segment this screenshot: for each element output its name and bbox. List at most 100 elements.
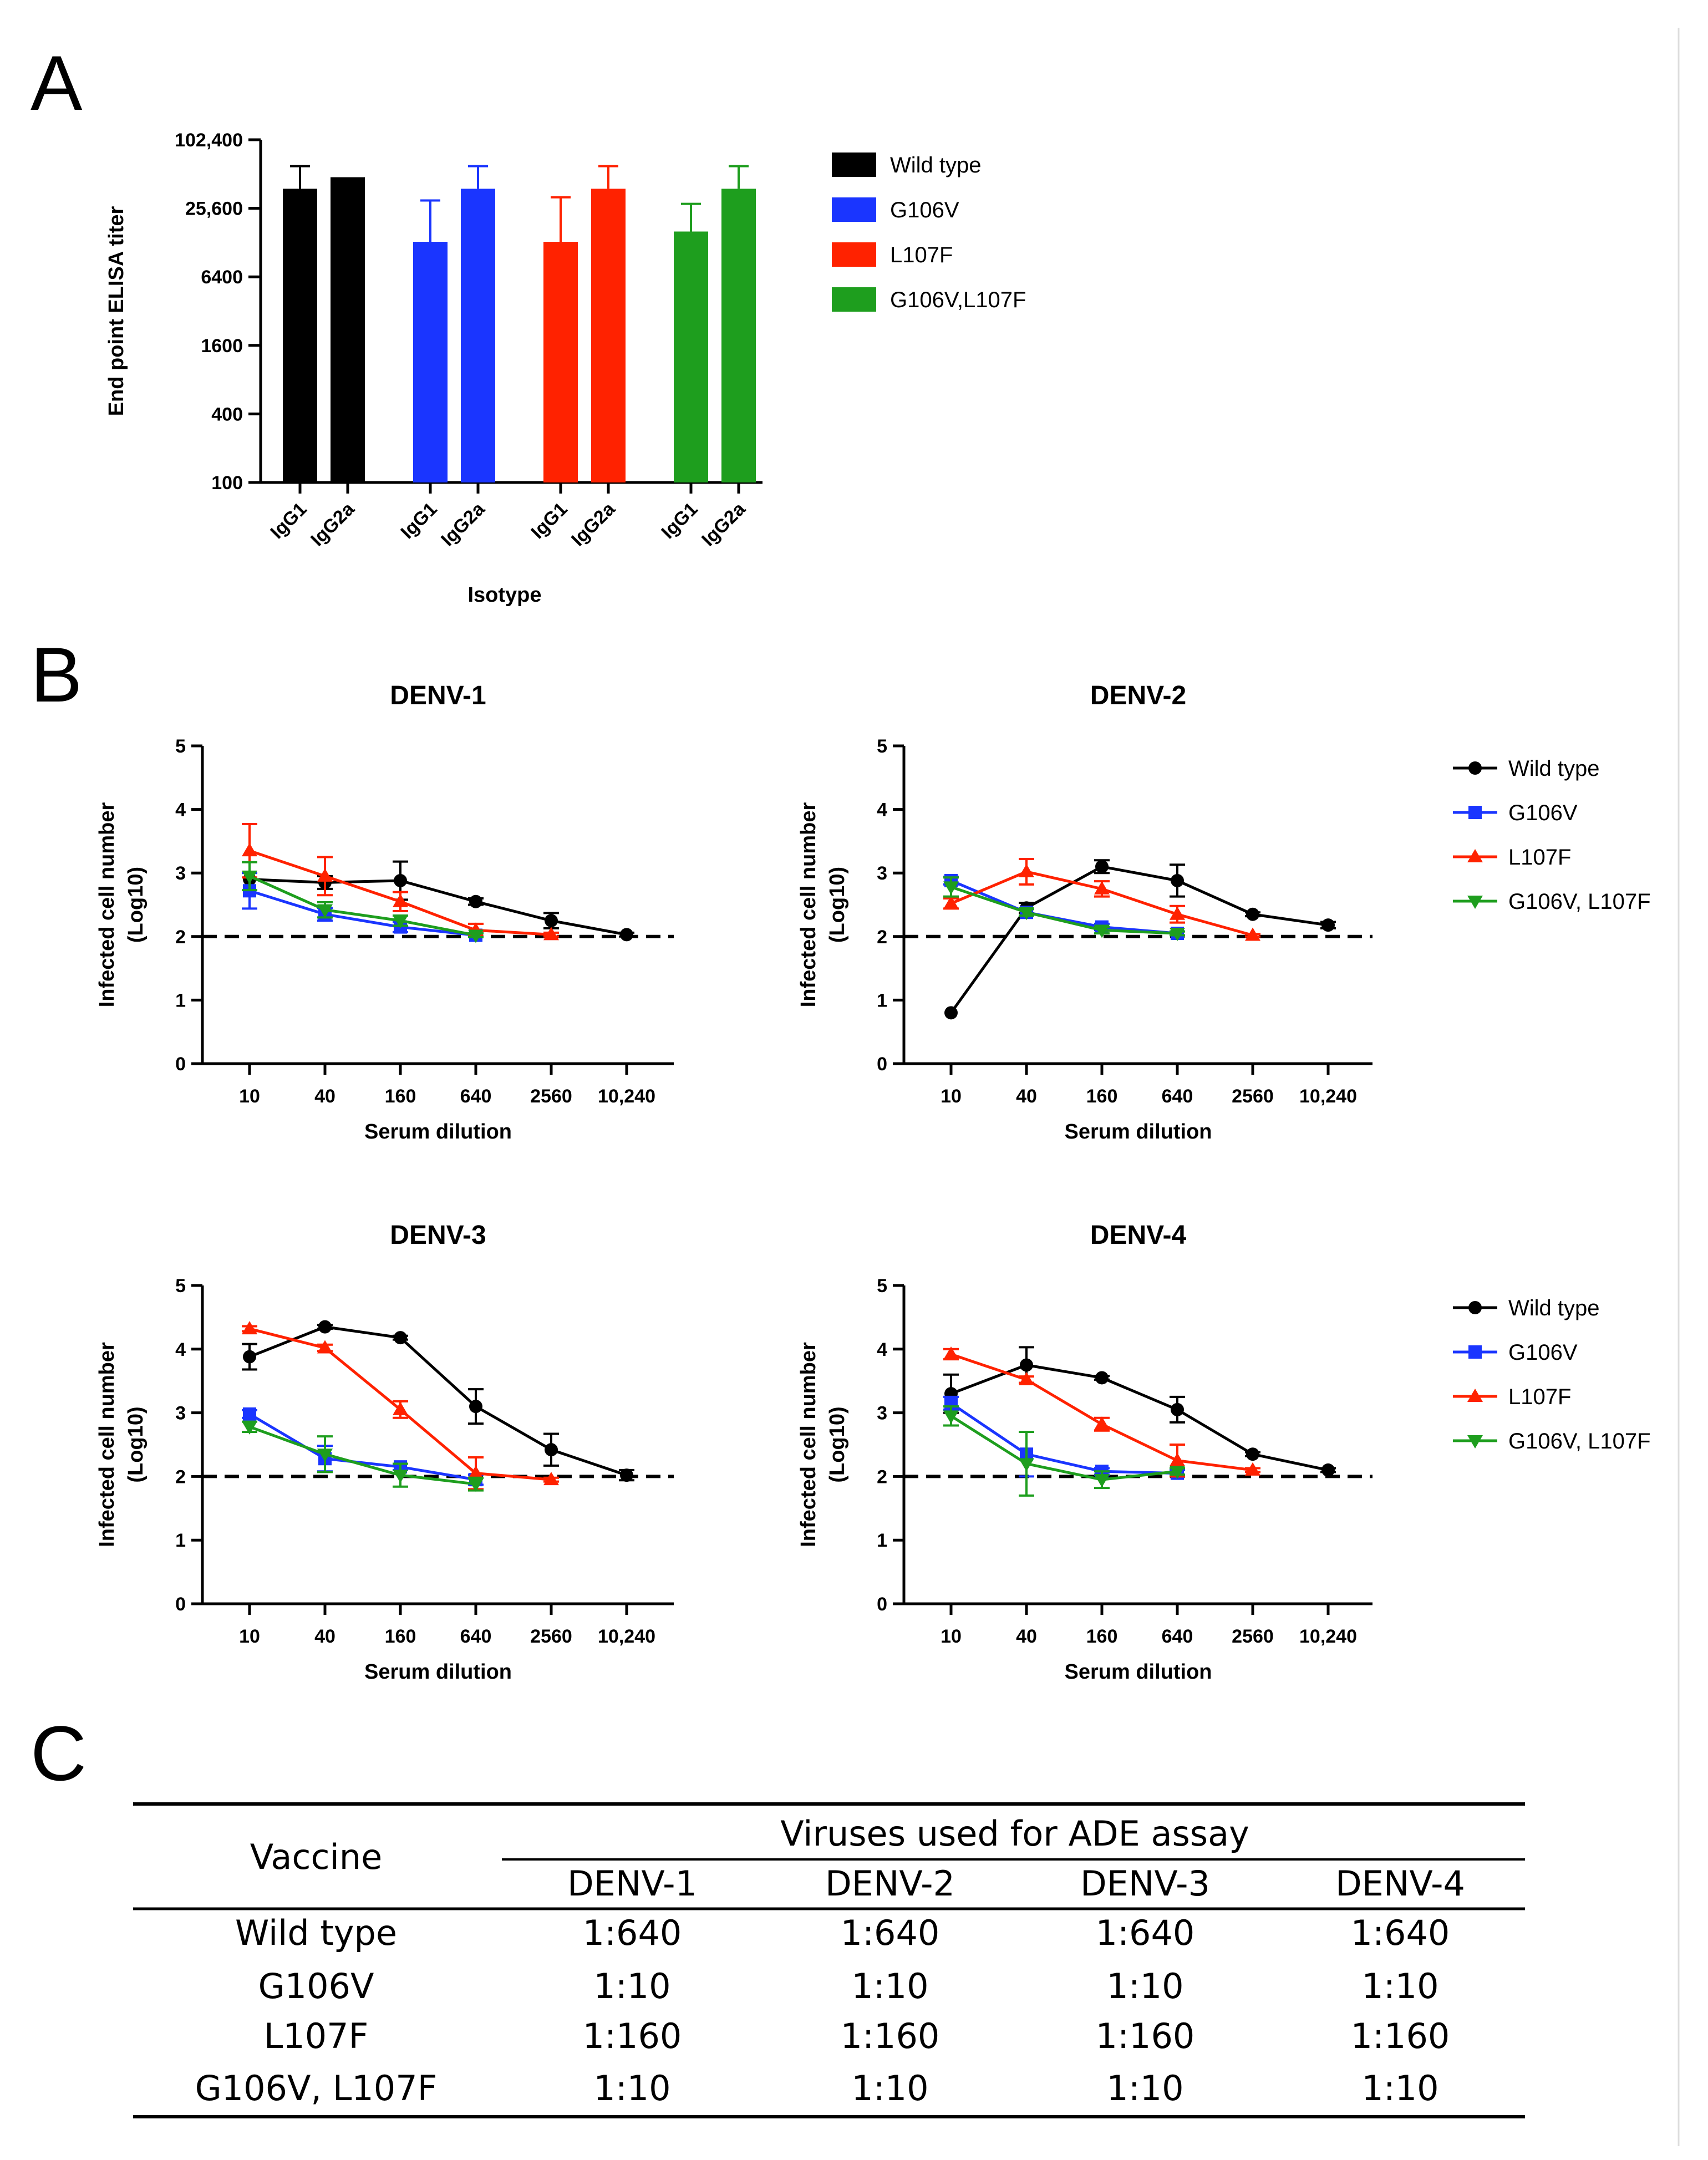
marker-point bbox=[1321, 918, 1335, 932]
marker-point bbox=[1245, 1462, 1260, 1476]
table-row-label: L107F bbox=[264, 2016, 369, 2056]
marker-point bbox=[394, 1331, 407, 1345]
x-tick-label: 160 bbox=[385, 1086, 416, 1107]
marker-point bbox=[1019, 863, 1034, 877]
marker-point bbox=[242, 1421, 257, 1435]
legend-label-g106v: G106V bbox=[890, 198, 959, 222]
table-cell: 1:10 bbox=[593, 1966, 670, 2006]
legend-swatch-l107f bbox=[832, 242, 876, 267]
x-axis-title: Serum dilution bbox=[1065, 1120, 1212, 1143]
marker-point bbox=[1019, 907, 1034, 921]
marker-point bbox=[469, 895, 482, 908]
panel-a-label: A bbox=[30, 39, 83, 126]
y-tick-label: 5 bbox=[175, 736, 186, 757]
x-tick-label: 10,240 bbox=[598, 1086, 655, 1107]
table-cell: 1:10 bbox=[593, 2068, 670, 2108]
panel-a-bar-chart: 100 400 1600 6400 25,600 102,400 End point ELI… bbox=[105, 130, 1026, 607]
marker-point bbox=[317, 1449, 333, 1462]
series-line bbox=[249, 878, 627, 936]
table-cell: 1:160 bbox=[841, 2016, 940, 2056]
marker-point bbox=[1094, 1474, 1110, 1488]
series-line bbox=[248, 1412, 476, 1481]
x-tick-label: 160 bbox=[1086, 1086, 1118, 1107]
y-tick-label: 0 bbox=[877, 1594, 887, 1615]
chart-title: DENV-3 bbox=[390, 1221, 486, 1250]
table-cell: 1:640 bbox=[1351, 1913, 1450, 1953]
marker-point bbox=[243, 1350, 256, 1364]
marker-point bbox=[469, 1400, 482, 1414]
table-cell: 1:160 bbox=[1351, 2016, 1450, 2056]
series-g106v bbox=[242, 872, 484, 942]
bar-l107f-igg2a bbox=[591, 189, 626, 482]
marker-point bbox=[1468, 806, 1482, 819]
series-g106v bbox=[242, 1407, 484, 1487]
y-axis-title: Infected cell number bbox=[797, 802, 820, 1008]
x-tick-label: 10,240 bbox=[1299, 1086, 1357, 1107]
marker-point bbox=[1095, 1371, 1109, 1385]
series-line bbox=[950, 879, 1178, 935]
table-cell: 1:160 bbox=[583, 2016, 682, 2056]
table-cell: 1:10 bbox=[1106, 1966, 1183, 2006]
table-cell: 1:10 bbox=[1361, 2068, 1438, 2108]
y-axis-title-line2: (Log10) bbox=[826, 1406, 849, 1482]
legend-label-wild-type: Wild type bbox=[1508, 1296, 1600, 1320]
line-chart-denv-4: DENV-4 0 1 2 3 4 5 10 40 160 640 2560 10,240 Serum di… bbox=[797, 1221, 1651, 1684]
series-line bbox=[249, 1325, 627, 1477]
series-l107f bbox=[943, 1346, 1260, 1478]
series-g106v bbox=[943, 873, 1185, 941]
x-tick-label: 40 bbox=[314, 1086, 336, 1107]
series-g106v-l107f bbox=[242, 861, 484, 943]
x-tick-label: 10 bbox=[941, 1086, 962, 1107]
marker-point bbox=[317, 1340, 333, 1354]
table-column-header: DENV-1 bbox=[567, 1863, 697, 1904]
series-line bbox=[249, 889, 476, 937]
marker-point bbox=[393, 1401, 408, 1415]
panel-b-label: B bbox=[30, 631, 82, 718]
series-line bbox=[950, 1363, 1329, 1472]
table-column-header: DENV-2 bbox=[825, 1863, 955, 1904]
marker-point bbox=[1019, 1458, 1034, 1472]
marker-point bbox=[1467, 1389, 1483, 1402]
series-l107f bbox=[943, 857, 1260, 941]
marker-point bbox=[1019, 1371, 1034, 1385]
y-tick-label: 2 bbox=[877, 927, 887, 948]
marker-point bbox=[393, 915, 408, 929]
legend-swatch-g106v-l107f bbox=[832, 287, 876, 312]
bar-wild-type-igg2a bbox=[331, 177, 365, 482]
marker-point bbox=[545, 914, 558, 928]
marker-point bbox=[393, 1470, 408, 1483]
x-tick-label: 10 bbox=[941, 1626, 962, 1647]
y-axis-title-line2: (Log10) bbox=[826, 867, 849, 943]
y-tick-label: 1 bbox=[175, 990, 186, 1011]
bar-l107f-igg1 bbox=[543, 242, 578, 482]
x-tick-label: 2560 bbox=[530, 1086, 572, 1107]
y-tick-label: 100 bbox=[211, 472, 243, 494]
y-tick-label: 1 bbox=[877, 990, 887, 1011]
x-tick-label: 2560 bbox=[530, 1626, 572, 1647]
y-tick-label: 2 bbox=[175, 927, 186, 948]
x-tick-label: 640 bbox=[1162, 1086, 1193, 1107]
legend-label-l107f: L107F bbox=[1508, 1385, 1571, 1409]
series-g106v bbox=[943, 1395, 1185, 1480]
legend-label-l107f: L107F bbox=[1508, 845, 1571, 870]
marker-point bbox=[943, 896, 959, 909]
marker-point bbox=[468, 1478, 484, 1492]
y-tick-label: 4 bbox=[175, 800, 186, 821]
table-cell: 1:10 bbox=[851, 2068, 928, 2108]
y-tick-label: 5 bbox=[175, 1275, 186, 1297]
x-tick-label: 40 bbox=[1016, 1626, 1037, 1647]
y-axis-title: Infected cell number bbox=[95, 802, 119, 1008]
legend-label-g106v-l107f: G106V, L107F bbox=[1508, 1429, 1651, 1453]
marker-point bbox=[1094, 1416, 1110, 1430]
bar-g106v-l107f-igg2a bbox=[721, 189, 756, 482]
series-line bbox=[950, 886, 1178, 935]
bar-wild-type-igg1 bbox=[283, 189, 317, 482]
series-wild-type bbox=[944, 859, 1336, 1020]
series-wild-type bbox=[242, 1320, 634, 1482]
line-chart-denv-2: DENV-2 0 1 2 3 4 5 10 40 160 640 2560 10,240 Serum di… bbox=[797, 681, 1651, 1143]
marker-point bbox=[1468, 1345, 1482, 1359]
legend-label-wild-type: Wild type bbox=[1508, 756, 1600, 781]
series-line bbox=[249, 1425, 476, 1486]
marker-point bbox=[1468, 1301, 1482, 1314]
